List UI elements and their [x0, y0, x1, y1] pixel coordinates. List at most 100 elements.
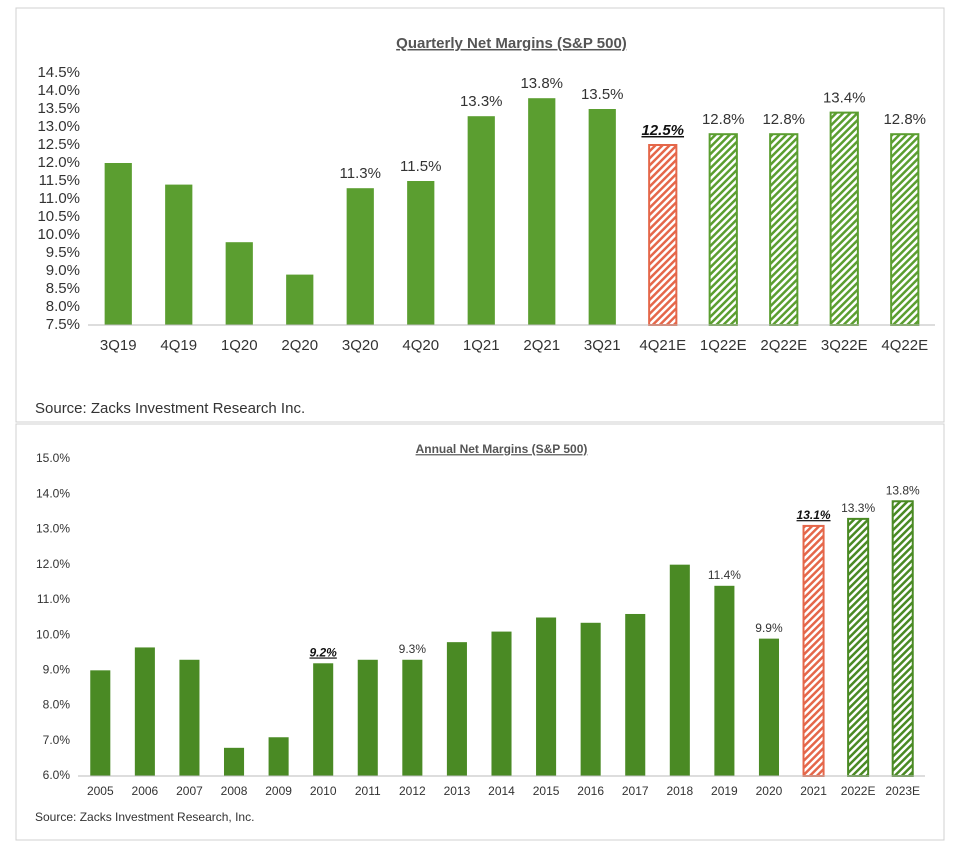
bar: [491, 631, 512, 776]
y-tick-label: 13.0%: [36, 522, 70, 536]
source-note: Source: Zacks Investment Research Inc.: [35, 400, 305, 417]
bar: [90, 670, 111, 776]
x-tick-label: 2Q22E: [760, 337, 807, 354]
x-tick-label: 3Q21: [584, 337, 621, 354]
value-label: 12.8%: [702, 111, 745, 128]
bar: [223, 747, 245, 776]
x-tick-label: 2005: [87, 784, 114, 798]
value-label: 12.8%: [883, 111, 926, 128]
x-tick-label: 2008: [221, 784, 248, 798]
bar: [588, 109, 616, 325]
bar: [268, 737, 289, 776]
y-tick-label: 15.0%: [36, 451, 70, 465]
value-label: 13.5%: [581, 86, 624, 103]
x-tick-label: 2Q20: [281, 337, 318, 354]
panel: [15, 423, 945, 841]
value-label: 11.4%: [708, 568, 741, 582]
bar: [769, 133, 799, 326]
value-label: 9.9%: [755, 621, 783, 635]
bar: [802, 524, 825, 778]
source-note: Source: Zacks Investment Research, Inc.: [35, 810, 254, 824]
value-label: 12.5%: [641, 122, 684, 139]
y-tick-label: 10.5%: [37, 208, 80, 225]
y-tick-label: 14.0%: [37, 82, 80, 99]
y-tick-label: 10.0%: [37, 226, 80, 243]
y-tick-label: 12.0%: [36, 557, 70, 571]
bar: [714, 585, 735, 776]
bar: [708, 133, 738, 326]
y-tick-label: 8.5%: [46, 280, 80, 297]
y-tick-label: 13.0%: [37, 118, 80, 135]
bar: [357, 659, 378, 776]
x-tick-label: 3Q22E: [821, 337, 868, 354]
x-tick-label: 1Q20: [221, 337, 258, 354]
y-tick-label: 7.0%: [43, 733, 71, 747]
bar: [179, 659, 200, 776]
bar: [669, 564, 690, 776]
bar: [225, 242, 253, 325]
x-tick-label: 2015: [533, 784, 560, 798]
x-tick-label: 4Q20: [402, 337, 439, 354]
x-tick-label: 1Q21: [463, 337, 500, 354]
x-tick-label: 2018: [666, 784, 693, 798]
bar: [536, 617, 557, 776]
x-tick-label: 2007: [176, 784, 203, 798]
bar: [104, 163, 132, 325]
x-tick-label: 2013: [444, 784, 471, 798]
y-tick-label: 7.5%: [46, 316, 80, 333]
x-tick-label: 2019: [711, 784, 738, 798]
value-label: 12.8%: [762, 111, 805, 128]
y-tick-label: 8.0%: [43, 698, 71, 712]
x-tick-label: 2016: [577, 784, 604, 798]
x-tick-label: 2017: [622, 784, 649, 798]
value-label: 13.3%: [460, 93, 503, 110]
y-tick-label: 9.0%: [46, 262, 80, 279]
y-tick-label: 9.5%: [46, 244, 80, 261]
x-tick-label: 4Q21E: [639, 337, 686, 354]
x-tick-label: 2021: [800, 784, 827, 798]
x-tick-label: 3Q20: [342, 337, 379, 354]
x-tick-label: 2022E: [841, 784, 876, 798]
annual-chart: Annual Net Margins (S&P 500) Source: Zack…: [35, 442, 925, 824]
chart-title: Quarterly Net Margins (S&P 500): [396, 35, 627, 52]
value-label: 9.3%: [399, 642, 427, 656]
bar: [829, 111, 859, 326]
y-tick-label: 9.0%: [43, 663, 71, 677]
bar: [648, 144, 678, 326]
value-label: 13.8%: [520, 75, 563, 92]
bar: [847, 517, 870, 778]
bar: [165, 184, 193, 325]
value-label: 13.4%: [823, 90, 866, 107]
y-tick-label: 11.5%: [39, 172, 80, 189]
y-tick-label: 14.0%: [36, 486, 70, 500]
value-label: 9.2%: [310, 645, 338, 659]
bar: [891, 500, 914, 777]
bar: [580, 622, 601, 776]
y-tick-label: 12.5%: [37, 136, 80, 153]
x-tick-label: 2009: [265, 784, 292, 798]
x-tick-label: 1Q22E: [700, 337, 747, 354]
x-tick-label: 3Q19: [100, 337, 137, 354]
x-tick-label: 2012: [399, 784, 426, 798]
bar: [402, 659, 423, 776]
y-tick-label: 6.0%: [43, 768, 71, 782]
bar: [758, 638, 780, 776]
x-tick-label: 2Q21: [523, 337, 560, 354]
y-tick-label: 13.5%: [37, 100, 80, 117]
y-tick-label: 14.5%: [37, 64, 80, 81]
value-label: 13.1%: [797, 508, 831, 522]
quarterly-chart: Quarterly Net Margins (S&P 500) Source: Z…: [35, 35, 935, 417]
chart-title: Annual Net Margins (S&P 500): [416, 442, 588, 456]
bar: [625, 613, 646, 776]
x-tick-label: 2023E: [885, 784, 920, 798]
y-tick-label: 8.0%: [46, 298, 80, 315]
y-tick-label: 12.0%: [37, 154, 80, 171]
value-label: 11.3%: [340, 165, 381, 182]
bar: [467, 116, 495, 325]
bar: [313, 663, 334, 776]
bar: [134, 647, 155, 776]
y-tick-label: 11.0%: [37, 592, 70, 606]
bar: [286, 274, 314, 325]
y-tick-label: 10.0%: [36, 627, 70, 641]
